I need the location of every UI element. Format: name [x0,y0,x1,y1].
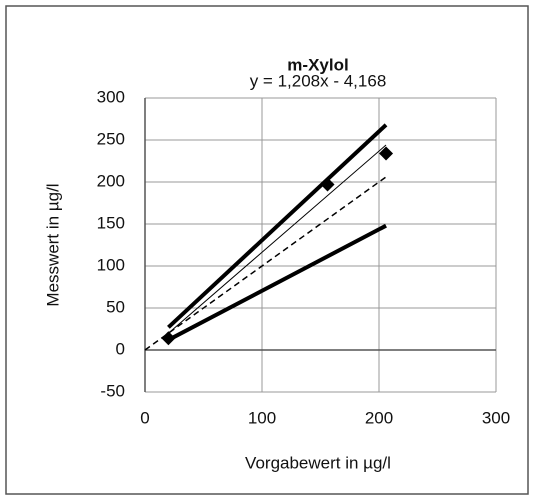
data-line [167,123,388,329]
chart-title: m-Xylol [287,55,348,74]
y-tick-label: 300 [97,87,125,106]
x-axis-label: Vorgabewert in µg/l [245,453,391,472]
data-point [161,331,176,346]
data-point [379,146,394,161]
y-axis-label: Messwert in µg/l [43,183,62,306]
data-point [320,177,335,192]
y-tick-label: 250 [97,129,125,148]
y-tick-label: 200 [97,171,125,190]
x-tick-label: 0 [140,408,149,427]
data-line [168,144,387,334]
data-line [167,223,387,342]
y-tick-label: -50 [100,381,125,400]
x-tick-label: 100 [248,408,276,427]
y-tick-label: 100 [97,255,125,274]
y-tick-label: 0 [116,339,125,358]
x-tick-label: 300 [482,408,510,427]
y-tick-label: 50 [106,297,125,316]
x-tick-label: 200 [365,408,393,427]
y-tick-label: 150 [97,213,125,232]
chart-frame [5,5,529,495]
chart-subtitle: y = 1,208x - 4,168 [250,71,387,90]
